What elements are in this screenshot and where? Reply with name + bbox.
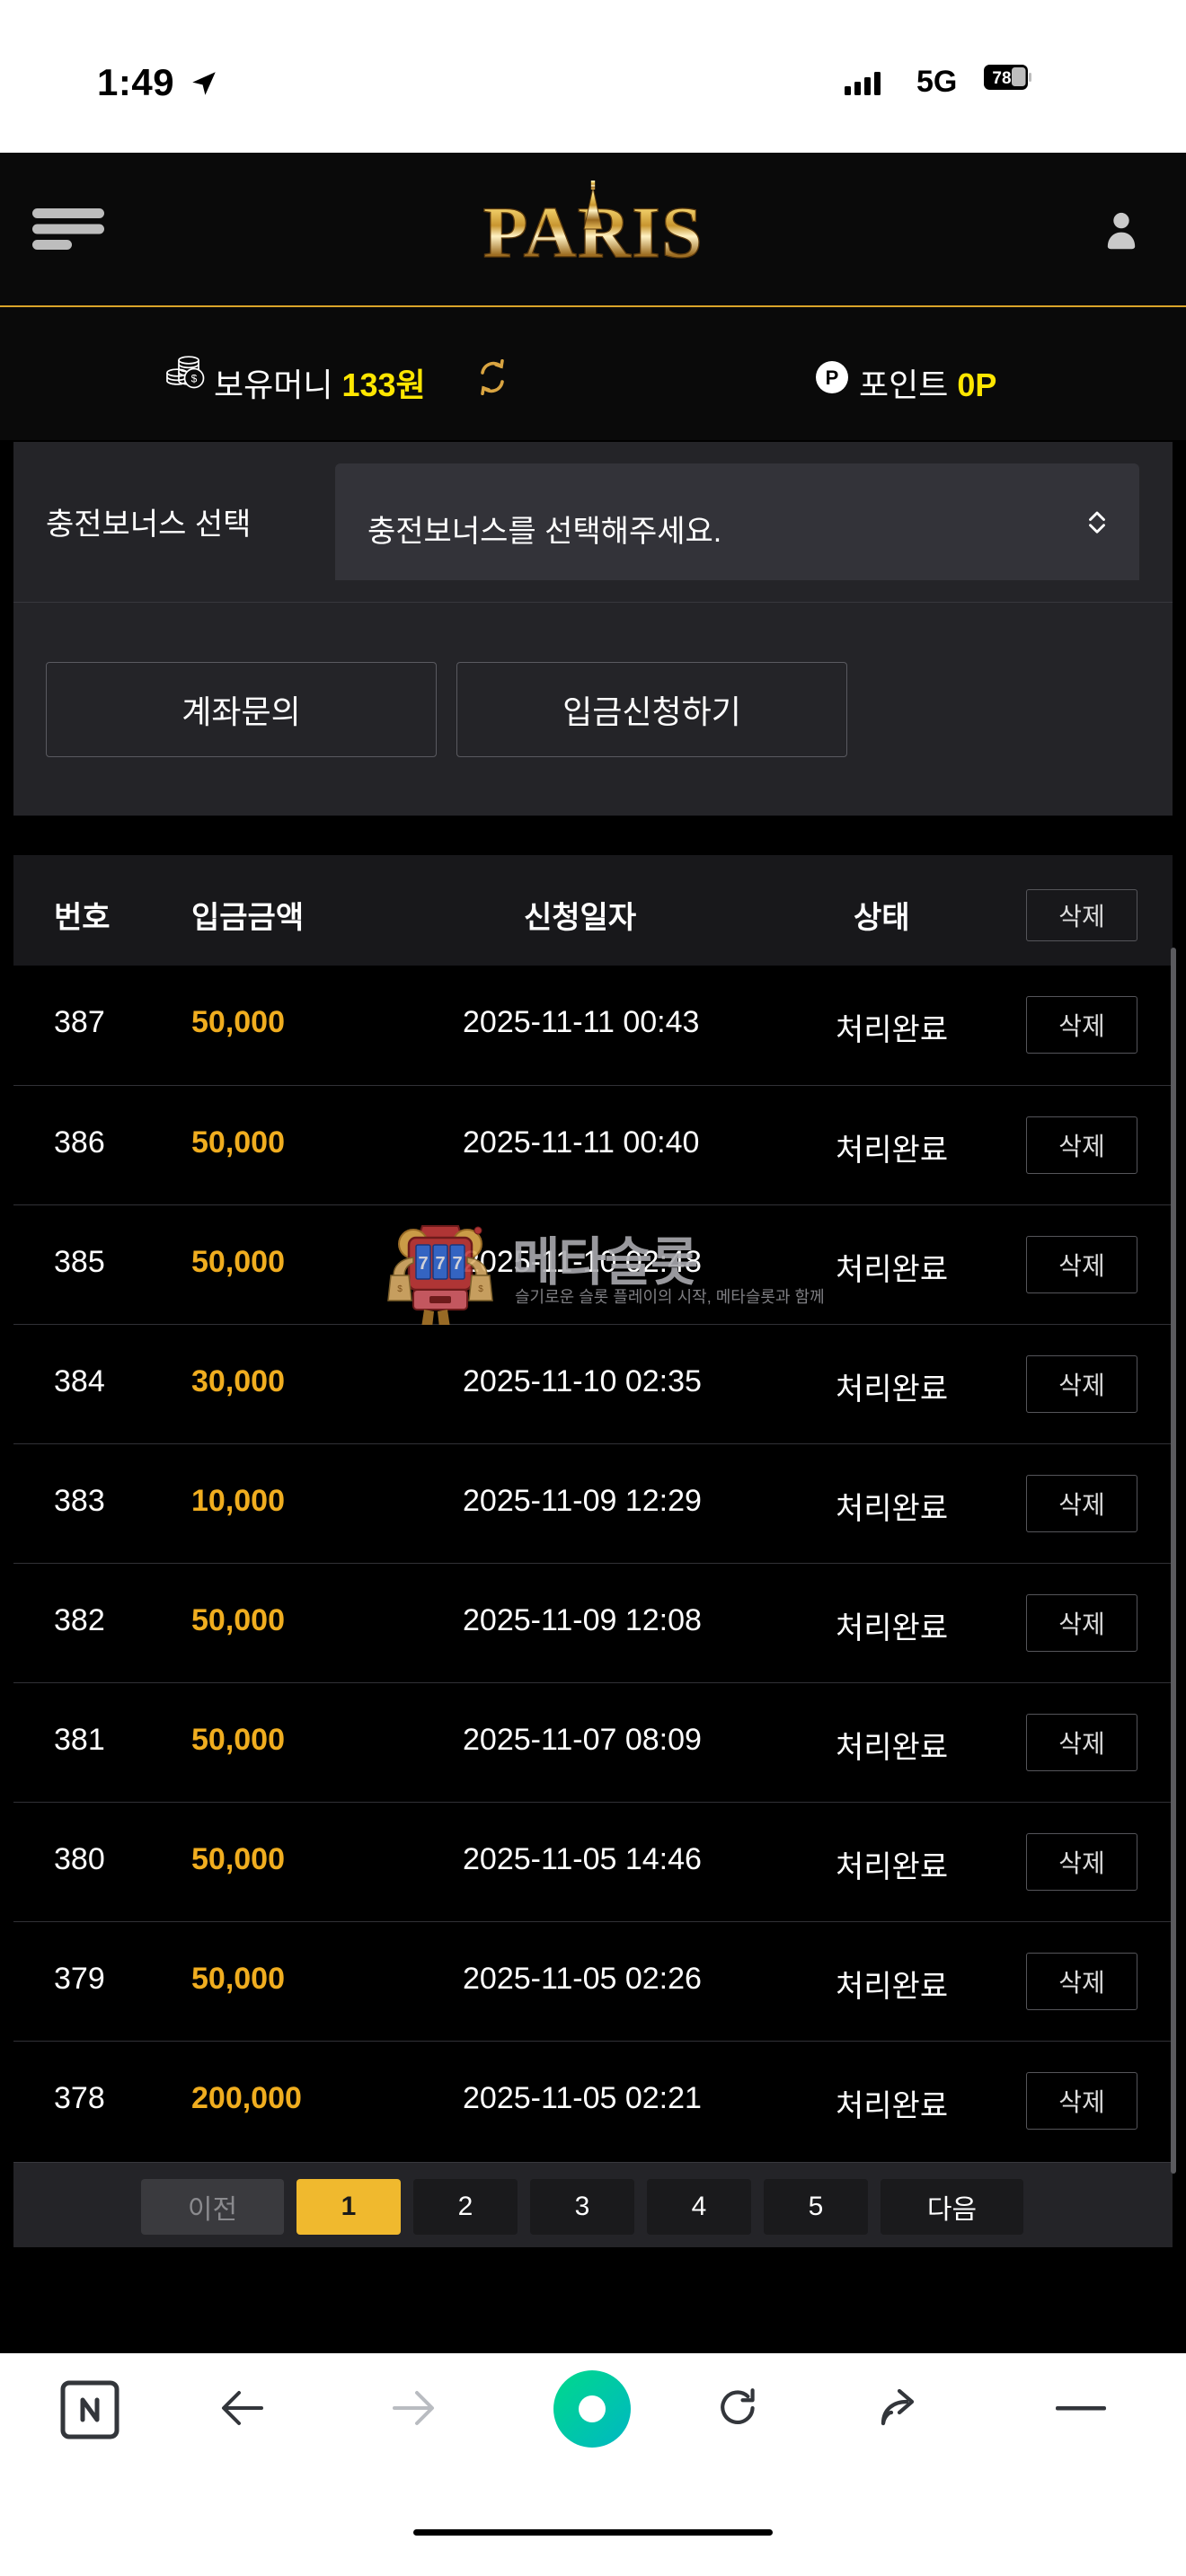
svg-text:$: $ (191, 373, 198, 385)
svg-text:78: 78 (992, 69, 1011, 88)
svg-text:P: P (826, 366, 839, 389)
